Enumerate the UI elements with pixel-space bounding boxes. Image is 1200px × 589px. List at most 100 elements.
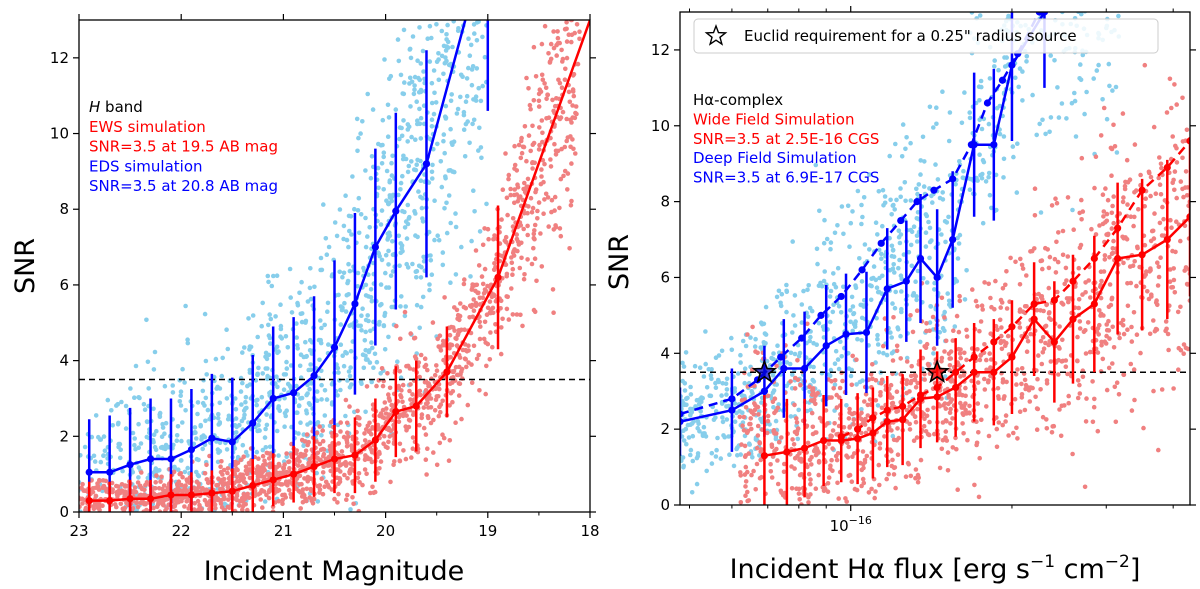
left-deep-scatter-point [479,155,484,161]
right-deep-scatter-point [1047,129,1052,135]
left-deep-scatter-point [442,150,448,156]
left-wide-scatter-point [536,147,542,152]
right-deep-scatter-point [927,255,932,261]
left-wide-scatter-point [317,424,323,429]
left-wide-scatter-point [204,462,209,468]
left-deep-scatter-point [284,366,290,371]
left-deep-scatter-point [417,25,422,30]
left-deep-scatter-point [418,115,424,121]
left-deep-scatter-point [301,432,307,437]
left-deep-scatter-point [255,397,260,403]
right-wide-scatter-point [946,392,951,398]
left-wide-scatter-point [357,422,362,428]
left-wide-scatter-point [397,441,403,447]
right-wide-scatter-point [922,416,927,422]
left-deep-scatter-point [350,174,355,179]
right-wide-scatter-point [1111,345,1117,350]
right-wide-scatter-point [884,476,889,482]
right-wide-scatter-point [948,399,953,405]
left-deep-scatter-point [128,386,133,391]
right-deep-scatter-point [817,208,822,214]
right-wide-scatter-point [960,421,965,426]
right-wide-scatter-point [1019,262,1025,268]
left-deep-scatter-point [411,91,417,97]
right-deep-scatter-point [850,304,856,309]
left-deep-scatter-point [299,279,304,285]
left-deep-scatter-point [162,383,168,389]
right-wide-scatter-point [898,356,903,361]
left-wide-scatter-point [571,71,577,77]
right-wide-scatter-point [829,457,834,463]
right-deep-scatter-point [1055,85,1060,90]
left-wide-scatter-point [422,379,428,385]
right-wide-scatter-point [1003,413,1009,418]
right-deep-scatter-point [1017,66,1023,71]
right-wide-scatter-point [1022,377,1028,383]
left-deep-scatter-point [265,373,270,379]
left-deep-scatter-point [319,433,324,438]
right-deep-scatter-point [975,178,980,183]
right-deep-scatter-point [855,188,861,194]
left-deep-scatter-point [397,125,403,130]
right-wide-scatter-point [978,353,983,358]
left-deep-scatter-point [383,252,389,258]
left-deep-scatter-point [348,348,354,354]
left-wide-scatter-point [574,11,579,16]
left-deep-scatter-point [239,402,244,407]
right-deep-scatter-point [1020,98,1025,103]
left-wide-scatter-point [74,505,79,510]
right-wide-scatter-point [825,481,831,486]
left-deep-scatter-point [93,413,99,418]
right-deep-scatter-point [1034,132,1039,138]
right-deep-scatter-point [1053,6,1058,11]
left-wide-scatter-point [424,472,429,477]
left-deep-scatter-point [282,395,287,401]
left-deep-scatter-point [471,117,477,123]
left-deep-scatter-point [378,371,384,376]
left-deep-scatter-point [72,430,77,435]
right-deep-scatter-point [742,366,748,372]
left-wide-scatter-point [97,478,102,484]
left-deep-scatter-point [202,434,208,440]
left-deep-scatter-point [472,13,477,18]
right-deep-scatter-point [726,403,731,409]
right-deep-scatter-point [875,232,880,237]
left-deep-scatter-point [381,323,387,328]
left-wide-scatter-point [164,506,169,511]
right-wide-scatter-point [805,321,810,327]
right-wide-scatter-point [975,401,981,406]
left-deep-scatter-point [398,304,403,309]
left-deep-scatter-point [414,302,420,308]
left-wide-scatter-point [362,438,368,443]
right-wide-scatter-point [741,428,747,433]
right-wide-scatter-point [1136,207,1141,212]
left-deep-scatter-point [199,437,204,442]
left-deep-scatter-point [379,208,385,213]
right-deep-scatter-point [932,280,937,286]
left-deep-scatter-point [474,0,479,5]
left-deep-scatter-point [386,334,391,340]
left-wide-scatter-point [135,480,141,485]
left-wide-scatter-point [182,504,187,509]
left-wide-scatter-point [154,473,159,478]
left-deep-scatter-point [324,397,330,402]
right-wide-scatter-point [1101,214,1106,219]
right-deep-scatter-point [979,175,985,181]
left-deep-scatter-point [461,127,467,132]
right-wide-scatter-point [950,445,956,450]
left-deep-scatter-point [443,176,448,181]
left-wide-scatter-point [525,176,531,182]
right-wide-scatter-point [1084,396,1089,401]
left-wide-scatter-point [540,157,546,163]
left-wide-scatter-point [569,32,575,38]
left-wide-scatter-point [459,366,465,372]
right-wide-scatter-point [840,378,845,384]
right-wide-scatter-point [1174,160,1180,165]
right-deep-scatter-point [1064,116,1069,121]
left-deep-scatter-point [389,160,394,166]
left-wide-scatter-point [238,472,243,477]
left-deep-scatter-point [418,275,424,280]
left-wide-scatter-point [536,104,542,109]
right-wide-scatter-point [775,405,781,411]
left-wide-scatter-point [202,471,208,476]
